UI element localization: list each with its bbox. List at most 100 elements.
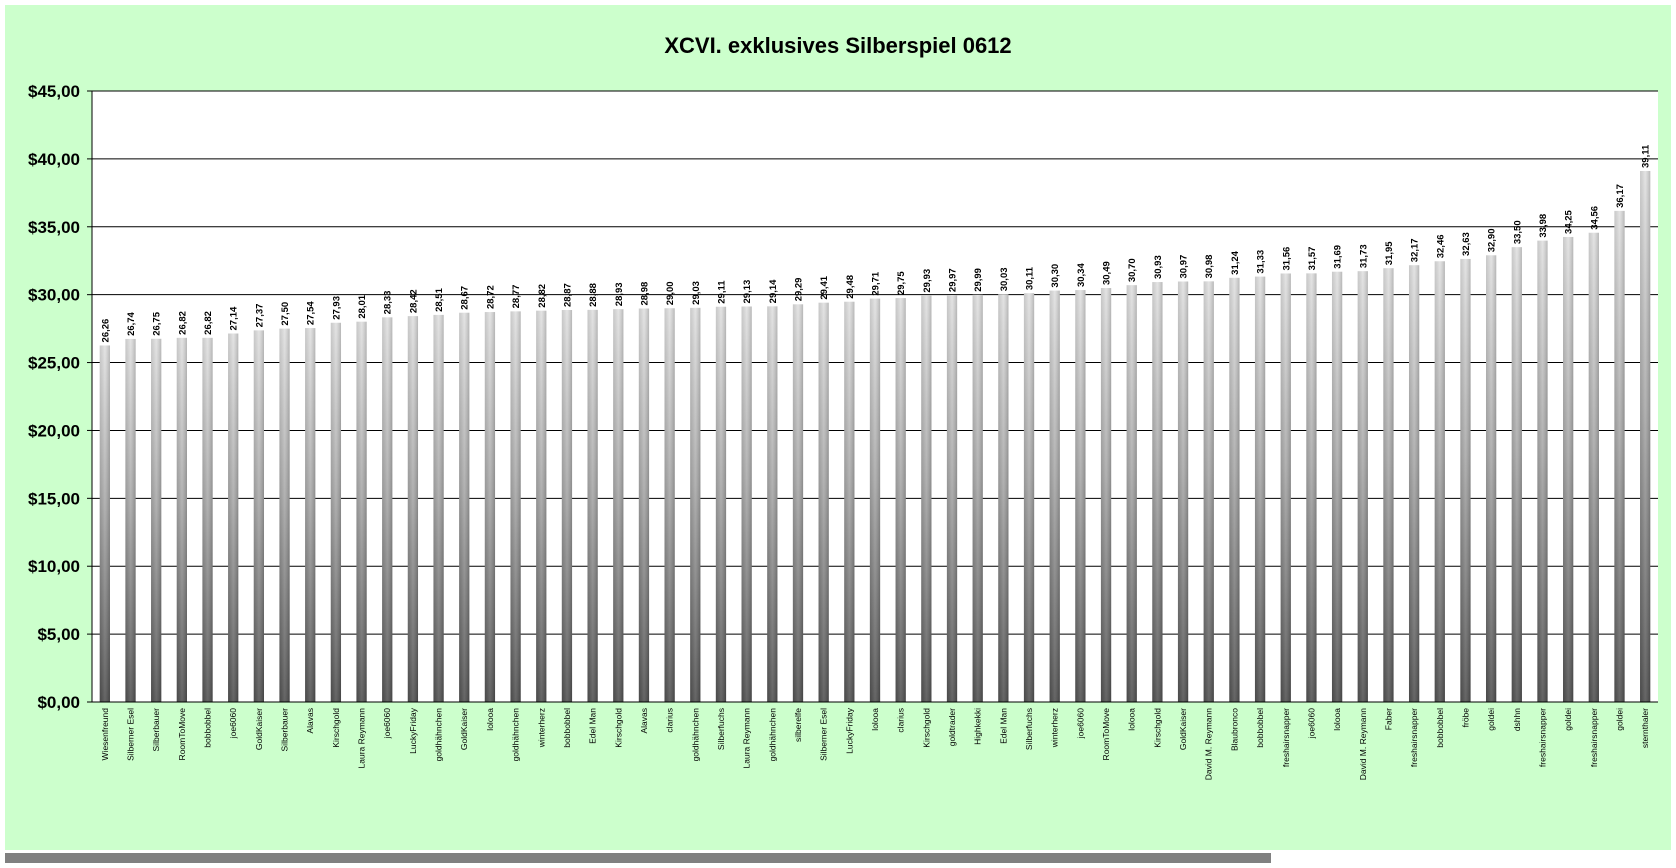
x-tick-label: Silberner Esel: [126, 708, 136, 761]
bar-shade: [1537, 240, 1548, 702]
value-label: 28,93: [614, 282, 625, 306]
x-tick-label: LuckyFriday: [844, 707, 854, 754]
bar-shade: [151, 338, 162, 702]
x-tick-label: lolooa: [485, 708, 495, 731]
x-axis: Wiesenfreund Silberner Esel Silberbauer Roo…: [100, 707, 1650, 780]
x-tick-label: Kirschgold: [1152, 708, 1162, 748]
value-label: 31,33: [1256, 250, 1267, 274]
x-tick-label: silberelfe: [793, 708, 803, 742]
y-tick-label: $20,00: [28, 421, 80, 440]
x-tick-label: goldhähnchen: [511, 708, 521, 762]
x-tick-label: freshairsnapper: [1281, 708, 1291, 767]
value-label: 29,00: [665, 281, 676, 305]
x-tick-label: freshairsnapper: [1409, 708, 1419, 767]
x-tick-label: Laura Reymann: [357, 708, 367, 769]
bar-shade: [1177, 281, 1189, 702]
horizontal-scrollbar-track[interactable]: [1271, 853, 1671, 863]
value-label: 30,49: [1102, 261, 1113, 285]
x-tick-label: goldei: [1614, 708, 1624, 731]
value-label: 30,03: [999, 267, 1010, 291]
x-tick-label: goldei: [1563, 708, 1573, 731]
bar-shade: [1152, 282, 1163, 702]
bar-shade: [1229, 277, 1240, 702]
value-label: 32,63: [1461, 232, 1472, 256]
value-label: 28,67: [460, 286, 471, 310]
bar-shade: [1460, 258, 1471, 702]
bar-shade: [253, 330, 265, 702]
x-tick-label: winterherz: [536, 708, 546, 748]
value-label: 28,82: [537, 284, 548, 308]
value-label: 31,73: [1358, 244, 1369, 268]
y-tick-label: $45,00: [28, 82, 80, 101]
bar-shade: [1254, 276, 1266, 702]
bar-shade: [382, 317, 393, 702]
bar-shade: [202, 337, 213, 702]
bar-shade: [1563, 236, 1574, 702]
bar-shade: [125, 338, 136, 702]
x-tick-label: Laura Reymann: [742, 708, 752, 769]
value-label: 39,11: [1641, 144, 1652, 168]
horizontal-scrollbar-thumb[interactable]: [5, 853, 1271, 863]
bar-shade: [895, 298, 906, 702]
x-tick-label: clarius: [896, 708, 906, 733]
bar-shade: [1331, 271, 1343, 702]
value-label: 30,97: [1179, 255, 1190, 279]
bar-shade: [664, 308, 675, 702]
value-label: 28,88: [588, 283, 599, 307]
value-label: 30,98: [1204, 255, 1215, 279]
value-label: 28,51: [434, 287, 445, 311]
x-tick-label: clarius: [665, 708, 675, 733]
x-tick-label: lolooa: [870, 708, 880, 731]
x-tick-label: goldtrader: [947, 708, 957, 746]
x-tick-label: joe6060: [228, 708, 238, 740]
x-tick-label: Wiesenfreund: [100, 708, 110, 761]
x-tick-label: Kirschgold: [921, 708, 931, 748]
chart-area: XCVI. exklusives Silberspiel 0612 $0,00 $…: [5, 5, 1671, 850]
value-label: 29,41: [819, 275, 830, 299]
bar-shade: [305, 328, 316, 702]
bar-shade: [1049, 290, 1060, 702]
x-tick-label: Silberfuchs: [1024, 708, 1034, 750]
x-tick-label: Silberbauer: [280, 708, 290, 752]
x-tick-label: dshhn: [1512, 708, 1522, 731]
bar-shade: [1100, 288, 1112, 702]
x-tick-label: RoomToMove: [177, 708, 187, 761]
bar-shade: [1485, 255, 1497, 702]
bar-shade: [921, 295, 932, 702]
value-label: 27,37: [254, 304, 265, 328]
x-tick-label: lolooa: [1127, 708, 1137, 731]
value-label: 32,17: [1410, 238, 1421, 262]
x-tick-label: GoldKaiser: [254, 708, 264, 750]
x-tick-label: bobbobbel: [1255, 708, 1265, 748]
x-tick-label: Alavas: [305, 708, 315, 734]
x-tick-label: lolooa: [1332, 708, 1342, 731]
x-tick-label: GoldKaiser: [459, 708, 469, 750]
bar-shade: [1640, 170, 1651, 702]
bar-shade: [561, 310, 573, 702]
bar-shade: [741, 306, 752, 702]
bar-shade: [1280, 273, 1291, 702]
x-tick-label: Alavas: [639, 708, 649, 734]
chart-title: XCVI. exklusives Silberspiel 0612: [664, 33, 1012, 58]
value-label: 29,71: [871, 271, 882, 295]
value-label: 34,56: [1589, 206, 1600, 230]
value-label: 26,74: [126, 311, 137, 335]
value-label: 29,03: [691, 281, 702, 305]
value-label: 32,90: [1487, 229, 1498, 253]
bar-shade: [99, 345, 110, 702]
value-label: 28,42: [408, 289, 419, 313]
y-tick-label: $30,00: [28, 286, 80, 305]
value-label: 30,34: [1076, 263, 1087, 287]
bar-shade: [1126, 285, 1137, 702]
value-label: 28,72: [485, 285, 496, 309]
bar-shade: [587, 309, 598, 702]
x-tick-label: sternthaler: [1640, 708, 1650, 748]
value-label: 27,14: [229, 306, 240, 330]
bar-shade: [330, 322, 342, 702]
x-tick-label: goldhähnchen: [690, 708, 700, 762]
bar-shade: [818, 302, 829, 702]
bar-shade: [998, 294, 1009, 702]
x-tick-label: bobbobbel: [562, 708, 572, 748]
value-label: 31,24: [1230, 250, 1241, 274]
